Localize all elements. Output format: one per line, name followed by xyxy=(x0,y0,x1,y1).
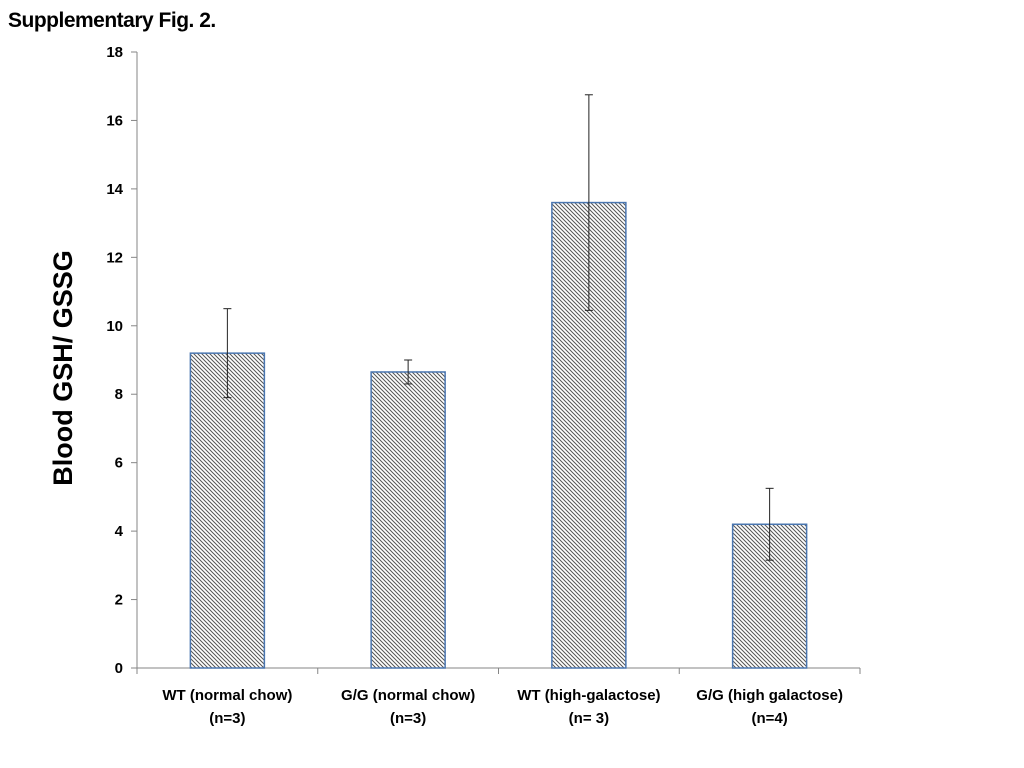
figure-label: Supplementary Fig. 2. xyxy=(8,9,216,32)
x-category-label: (n=4) xyxy=(751,710,787,727)
x-category-label: G/G (high galactose) xyxy=(696,687,843,704)
bar xyxy=(189,352,266,669)
x-category-label: (n=3) xyxy=(209,710,245,727)
y-tick-label: 14 xyxy=(106,181,123,198)
error-bars xyxy=(223,94,774,561)
y-tick-label: 10 xyxy=(106,318,123,335)
x-category-label: (n= 3) xyxy=(569,710,609,727)
bar xyxy=(370,371,446,669)
y-tick-label: 12 xyxy=(106,249,123,266)
y-tick-label: 16 xyxy=(106,112,123,129)
x-category-label: WT (normal chow) xyxy=(162,687,292,704)
y-axis-title: Blood GSH/ GSSG xyxy=(48,250,78,486)
y-tick-label: 0 xyxy=(115,660,123,677)
y-tick-label: 18 xyxy=(106,44,123,61)
x-category-label: WT (high-galactose) xyxy=(517,687,660,704)
x-category-label: G/G (normal chow) xyxy=(341,687,475,704)
y-tick-label: 8 xyxy=(115,386,123,403)
y-tick-label: 2 xyxy=(115,592,123,609)
y-tick-label: 6 xyxy=(115,455,123,472)
x-category-label: (n=3) xyxy=(390,710,426,727)
labels: 0 2 4 6 8 10 12 14 16 18 WT (normal chow) (n=3) G/G … xyxy=(48,44,843,727)
bars xyxy=(189,201,808,669)
bar xyxy=(551,201,627,669)
y-tick-label: 4 xyxy=(115,523,124,540)
